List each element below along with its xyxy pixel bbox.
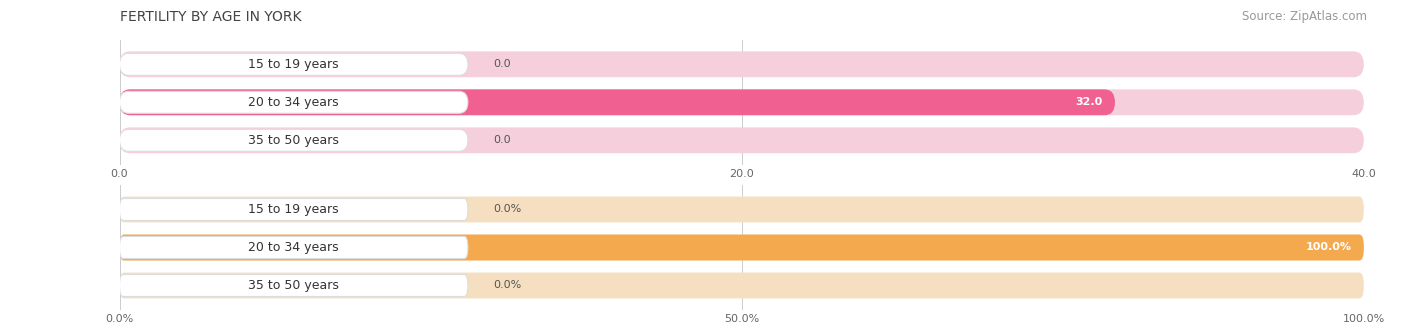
FancyBboxPatch shape: [120, 237, 468, 258]
Text: Source: ZipAtlas.com: Source: ZipAtlas.com: [1241, 10, 1367, 23]
FancyBboxPatch shape: [120, 129, 468, 151]
Text: 0.0%: 0.0%: [494, 205, 522, 214]
FancyBboxPatch shape: [120, 89, 1115, 115]
Text: 35 to 50 years: 35 to 50 years: [249, 134, 339, 147]
FancyBboxPatch shape: [120, 235, 1364, 260]
FancyBboxPatch shape: [120, 89, 1364, 115]
FancyBboxPatch shape: [120, 197, 1364, 222]
Text: 20 to 34 years: 20 to 34 years: [249, 96, 339, 109]
Text: 35 to 50 years: 35 to 50 years: [249, 279, 339, 292]
Text: 100.0%: 100.0%: [1305, 243, 1351, 252]
FancyBboxPatch shape: [120, 199, 468, 220]
FancyBboxPatch shape: [120, 91, 468, 113]
Text: 0.0%: 0.0%: [494, 280, 522, 290]
Text: 15 to 19 years: 15 to 19 years: [249, 203, 339, 216]
Text: 32.0: 32.0: [1076, 97, 1102, 107]
FancyBboxPatch shape: [120, 275, 468, 296]
FancyBboxPatch shape: [120, 127, 1364, 153]
Text: 15 to 19 years: 15 to 19 years: [249, 58, 339, 71]
Text: 0.0: 0.0: [494, 135, 510, 145]
FancyBboxPatch shape: [120, 273, 1364, 298]
Text: FERTILITY BY AGE IN YORK: FERTILITY BY AGE IN YORK: [120, 10, 301, 24]
FancyBboxPatch shape: [120, 53, 468, 75]
Text: 0.0: 0.0: [494, 59, 510, 69]
Text: 20 to 34 years: 20 to 34 years: [249, 241, 339, 254]
FancyBboxPatch shape: [120, 235, 1364, 260]
FancyBboxPatch shape: [120, 51, 1364, 77]
